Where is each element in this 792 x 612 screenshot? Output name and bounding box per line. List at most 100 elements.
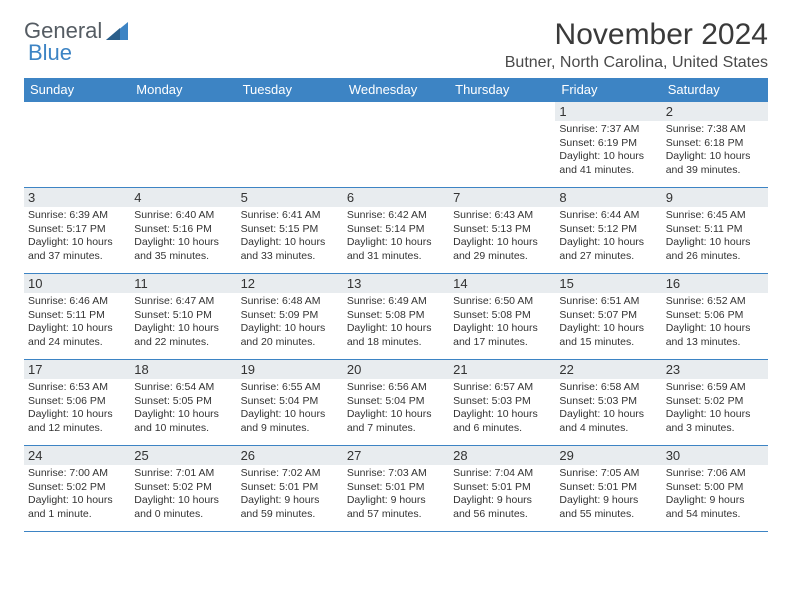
- calendar-day-cell: 21Sunrise: 6:57 AMSunset: 5:03 PMDayligh…: [449, 360, 555, 446]
- sunrise-text: Sunrise: 6:54 AM: [134, 381, 232, 395]
- sunrise-text: Sunrise: 6:59 AM: [666, 381, 764, 395]
- sunset-text: Sunset: 5:11 PM: [28, 309, 126, 323]
- weekday-header: Thursday: [449, 78, 555, 102]
- sunrise-text: Sunrise: 7:01 AM: [134, 467, 232, 481]
- sunrise-text: Sunrise: 6:57 AM: [453, 381, 551, 395]
- calendar-day-cell: 13Sunrise: 6:49 AMSunset: 5:08 PMDayligh…: [343, 274, 449, 360]
- sunset-text: Sunset: 6:18 PM: [666, 137, 764, 151]
- calendar-day-cell: 16Sunrise: 6:52 AMSunset: 5:06 PMDayligh…: [662, 274, 768, 360]
- daylight-text: Daylight: 9 hours and 59 minutes.: [241, 494, 339, 521]
- day-detail: Sunrise: 6:46 AMSunset: 5:11 PMDaylight:…: [28, 295, 126, 350]
- calendar-day-cell: 12 Sunrise: 6:48 AMSunset: 5:09 PMDayligh…: [237, 274, 343, 360]
- calendar-day-cell: [130, 102, 236, 188]
- daylight-text: Daylight: 9 hours and 55 minutes.: [559, 494, 657, 521]
- day-number: 25: [130, 446, 236, 465]
- sunrise-text: Sunrise: 7:06 AM: [666, 467, 764, 481]
- brand-part2: Blue: [28, 40, 72, 66]
- calendar-day-cell: [343, 102, 449, 188]
- day-detail: Sunrise: 6:54 AMSunset: 5:05 PMDaylight:…: [134, 381, 232, 436]
- sunrise-text: Sunrise: 7:03 AM: [347, 467, 445, 481]
- weekday-header: Wednesday: [343, 78, 449, 102]
- day-number: 23: [662, 360, 768, 379]
- day-detail: Sunrise: 7:37 AMSunset: 6:19 PMDaylight:…: [559, 123, 657, 178]
- daylight-text: Daylight: 10 hours and 27 minutes.: [559, 236, 657, 263]
- day-number: 10: [24, 274, 130, 293]
- calendar-day-cell: 7Sunrise: 6:43 AMSunset: 5:13 PMDaylight…: [449, 188, 555, 274]
- sunset-text: Sunset: 5:04 PM: [241, 395, 339, 409]
- sunset-text: Sunset: 5:00 PM: [666, 481, 764, 495]
- sunrise-text: Sunrise: 6:42 AM: [347, 209, 445, 223]
- day-number: 15: [555, 274, 661, 293]
- day-number: 24: [24, 446, 130, 465]
- calendar-day-cell: 28Sunrise: 7:04 AMSunset: 5:01 PMDayligh…: [449, 446, 555, 532]
- day-detail: Sunrise: 6:51 AMSunset: 5:07 PMDaylight:…: [559, 295, 657, 350]
- calendar-day-cell: [24, 102, 130, 188]
- calendar-week-row: 24Sunrise: 7:00 AMSunset: 5:02 PMDayligh…: [24, 446, 768, 532]
- daylight-text: Daylight: 10 hours and 1 minute.: [28, 494, 126, 521]
- calendar-day-cell: 24Sunrise: 7:00 AMSunset: 5:02 PMDayligh…: [24, 446, 130, 532]
- calendar-day-cell: 14Sunrise: 6:50 AMSunset: 5:08 PMDayligh…: [449, 274, 555, 360]
- sunrise-text: Sunrise: 6:50 AM: [453, 295, 551, 309]
- sunset-text: Sunset: 5:01 PM: [453, 481, 551, 495]
- sunset-text: Sunset: 5:02 PM: [666, 395, 764, 409]
- day-number: 1: [555, 102, 661, 121]
- daylight-text: Daylight: 10 hours and 12 minutes.: [28, 408, 126, 435]
- calendar-day-cell: 30Sunrise: 7:06 AMSunset: 5:00 PMDayligh…: [662, 446, 768, 532]
- calendar-day-cell: [449, 102, 555, 188]
- day-number: 13: [343, 274, 449, 293]
- sunrise-text: Sunrise: 6:40 AM: [134, 209, 232, 223]
- day-detail: Sunrise: 7:05 AMSunset: 5:01 PMDaylight:…: [559, 467, 657, 522]
- day-detail: Sunrise: 6:53 AMSunset: 5:06 PMDaylight:…: [28, 381, 126, 436]
- daylight-text: Daylight: 10 hours and 20 minutes.: [241, 322, 339, 349]
- sunrise-text: Sunrise: 7:37 AM: [559, 123, 657, 137]
- weekday-header: Friday: [555, 78, 661, 102]
- day-number: 17: [24, 360, 130, 379]
- daylight-text: Daylight: 9 hours and 54 minutes.: [666, 494, 764, 521]
- sail-icon: [106, 22, 128, 40]
- sunset-text: Sunset: 5:04 PM: [347, 395, 445, 409]
- sunrise-text: Sunrise: 6:44 AM: [559, 209, 657, 223]
- sunset-text: Sunset: 5:15 PM: [241, 223, 339, 237]
- month-title: November 2024: [505, 18, 768, 52]
- day-number: 6: [343, 188, 449, 207]
- calendar-body: 1 Sunrise: 7:37 AMSunset: 6:19 PMDaylight…: [24, 102, 768, 532]
- day-detail: Sunrise: 7:03 AMSunset: 5:01 PMDaylight:…: [347, 467, 445, 522]
- sunset-text: Sunset: 5:11 PM: [666, 223, 764, 237]
- calendar-day-cell: 10 Sunrise: 6:46 AMSunset: 5:11 PMDayligh…: [24, 274, 130, 360]
- day-number: 14: [449, 274, 555, 293]
- sunset-text: Sunset: 5:08 PM: [347, 309, 445, 323]
- sunrise-text: Sunrise: 6:43 AM: [453, 209, 551, 223]
- day-detail: Sunrise: 7:04 AMSunset: 5:01 PMDaylight:…: [453, 467, 551, 522]
- daylight-text: Daylight: 10 hours and 22 minutes.: [134, 322, 232, 349]
- sunset-text: Sunset: 5:06 PM: [666, 309, 764, 323]
- sunrise-text: Sunrise: 6:51 AM: [559, 295, 657, 309]
- weekday-header: Sunday: [24, 78, 130, 102]
- sunrise-text: Sunrise: 6:46 AM: [28, 295, 126, 309]
- day-detail: Sunrise: 6:48 AMSunset: 5:09 PMDaylight:…: [241, 295, 339, 350]
- day-detail: Sunrise: 6:56 AMSunset: 5:04 PMDaylight:…: [347, 381, 445, 436]
- day-number: 12: [237, 274, 343, 293]
- calendar-week-row: 3Sunrise: 6:39 AMSunset: 5:17 PMDaylight…: [24, 188, 768, 274]
- day-number: 8: [555, 188, 661, 207]
- sunset-text: Sunset: 5:10 PM: [134, 309, 232, 323]
- daylight-text: Daylight: 10 hours and 0 minutes.: [134, 494, 232, 521]
- day-number: 11: [130, 274, 236, 293]
- sunrise-text: Sunrise: 6:49 AM: [347, 295, 445, 309]
- day-detail: Sunrise: 6:39 AMSunset: 5:17 PMDaylight:…: [28, 209, 126, 264]
- calendar-day-cell: 20Sunrise: 6:56 AMSunset: 5:04 PMDayligh…: [343, 360, 449, 446]
- calendar-table: SundayMondayTuesdayWednesdayThursdayFrid…: [24, 78, 768, 532]
- daylight-text: Daylight: 10 hours and 15 minutes.: [559, 322, 657, 349]
- weekday-header: Saturday: [662, 78, 768, 102]
- day-detail: Sunrise: 6:57 AMSunset: 5:03 PMDaylight:…: [453, 381, 551, 436]
- day-detail: Sunrise: 7:06 AMSunset: 5:00 PMDaylight:…: [666, 467, 764, 522]
- daylight-text: Daylight: 10 hours and 10 minutes.: [134, 408, 232, 435]
- day-detail: Sunrise: 7:38 AMSunset: 6:18 PMDaylight:…: [666, 123, 764, 178]
- sunset-text: Sunset: 5:08 PM: [453, 309, 551, 323]
- location-text: Butner, North Carolina, United States: [505, 54, 768, 72]
- day-detail: Sunrise: 6:42 AMSunset: 5:14 PMDaylight:…: [347, 209, 445, 264]
- sunset-text: Sunset: 5:16 PM: [134, 223, 232, 237]
- sunset-text: Sunset: 5:02 PM: [134, 481, 232, 495]
- sunset-text: Sunset: 5:09 PM: [241, 309, 339, 323]
- calendar-day-cell: 27Sunrise: 7:03 AMSunset: 5:01 PMDayligh…: [343, 446, 449, 532]
- sunrise-text: Sunrise: 7:05 AM: [559, 467, 657, 481]
